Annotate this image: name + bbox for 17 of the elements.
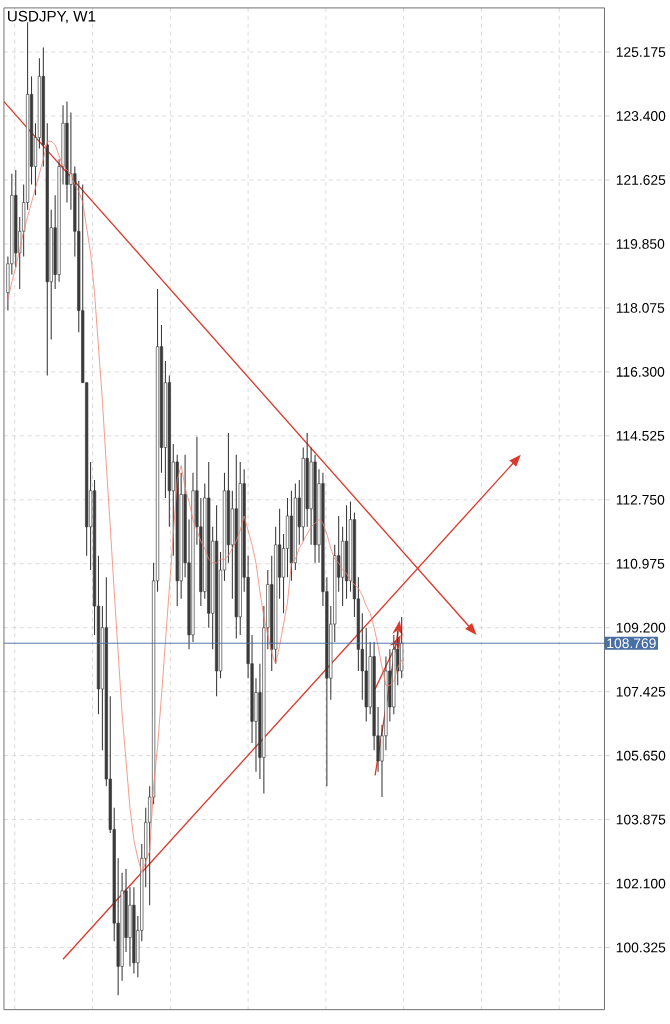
y-tick-label: 116.300 — [616, 366, 665, 377]
y-tick-label: 102.100 — [616, 878, 666, 889]
y-tick-label: 118.075 — [616, 303, 665, 313]
y-tick-label: 114.525 — [616, 430, 665, 441]
chart-title: USDJPY, W1 — [7, 10, 96, 24]
y-tick-label: 112.750 — [616, 494, 665, 505]
y-tick-label: 103.875 — [616, 814, 666, 825]
y-tick-label: 121.625 — [616, 175, 666, 185]
y-tick-label: 109.200 — [616, 622, 666, 633]
y-tick-label: 100.325 — [616, 942, 666, 953]
y-tick-label: 105.650 — [616, 750, 666, 761]
ref-line-label: 108.769 — [607, 638, 656, 649]
y-tick-label: 110.975 — [616, 558, 665, 569]
y-tick-label: 123.400 — [616, 111, 666, 121]
y-tick-label: 119.850 — [616, 239, 665, 249]
y-tick-label: 107.425 — [616, 686, 666, 697]
y-tick-label: 125.175 — [616, 47, 666, 57]
